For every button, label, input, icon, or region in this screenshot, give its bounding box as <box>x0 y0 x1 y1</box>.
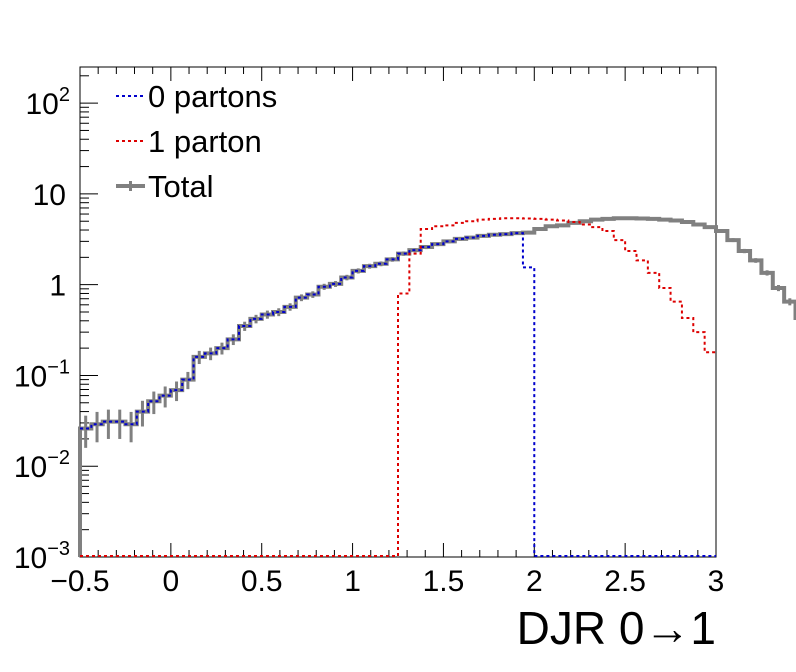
y-tick-label: 102 <box>26 84 71 121</box>
x-axis-title: DJR 0→1 <box>517 602 716 654</box>
y-tick-label: 10−2 <box>14 447 70 484</box>
y-tick-label: 10 <box>33 179 66 212</box>
x-tick-label: 0 <box>163 565 180 598</box>
x-tick-label: 0.5 <box>241 565 283 598</box>
series-1-parton-line <box>80 217 716 557</box>
y-tick-labels: 10−3 10−2 10−1 1 10 102 <box>14 84 70 575</box>
x-tick-labels: −0.5 0 0.5 1 1.5 2 2.5 3 <box>50 565 724 598</box>
legend-1-parton-label: 1 parton <box>148 124 262 159</box>
legend: 0 partons 1 parton Total <box>116 79 277 204</box>
x-tick-label: 3 <box>708 565 725 598</box>
y-tick-label: 10−1 <box>14 356 70 393</box>
legend-total-label: Total <box>148 169 213 204</box>
y-tick-label: 10−3 <box>14 538 70 575</box>
x-tick-label: 2 <box>526 565 543 598</box>
y-tick-label: 1 <box>49 270 66 303</box>
legend-0-partons-label: 0 partons <box>148 79 277 114</box>
x-tick-label: 2.5 <box>604 565 646 598</box>
x-tick-label: −0.5 <box>50 565 109 598</box>
histogram-series <box>78 216 796 557</box>
error-bars <box>84 216 792 448</box>
x-tick-label: 1.5 <box>423 565 465 598</box>
series-0-partons-line <box>80 232 716 557</box>
x-tick-label: 1 <box>344 565 361 598</box>
